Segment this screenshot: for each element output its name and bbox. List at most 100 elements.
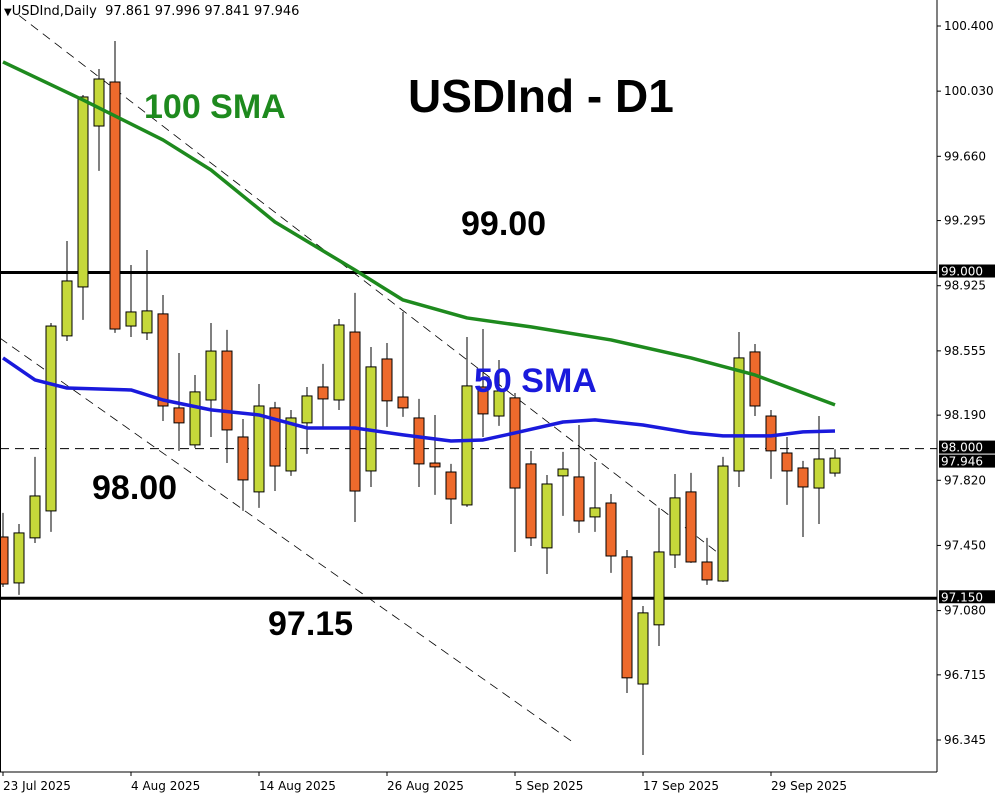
candle — [461, 336, 473, 507]
x-tick-label: 17 Sep 2025 — [643, 779, 719, 793]
candle-body — [525, 463, 537, 539]
candle-body — [237, 436, 249, 481]
candle — [429, 414, 441, 495]
candle-body — [509, 397, 521, 489]
candle — [733, 332, 745, 487]
candle — [509, 392, 521, 552]
y-tick-label: 98.190 — [944, 408, 986, 422]
candle — [477, 329, 489, 437]
candle-body — [397, 396, 409, 409]
symbol-label: USDInd,Daily — [11, 4, 97, 19]
candle-body — [781, 452, 793, 472]
candle-body — [413, 417, 425, 465]
chart-title: USDInd - D1 — [408, 70, 674, 122]
time-axis — [0, 772, 1000, 800]
candle — [317, 363, 329, 427]
candle-body — [0, 536, 9, 585]
candle-body — [493, 390, 505, 417]
candle — [797, 460, 809, 537]
candle-body — [93, 78, 105, 127]
level-price-label-bg — [939, 590, 995, 604]
candle — [749, 343, 761, 417]
candle — [701, 537, 713, 585]
candle-body — [157, 313, 169, 407]
candle — [717, 456, 729, 582]
candle-body — [205, 350, 217, 401]
y-tick-label: 96.345 — [944, 733, 986, 747]
trendline — [18, 15, 719, 554]
candle — [93, 68, 105, 171]
candle-body — [637, 612, 649, 685]
candle-body — [285, 417, 297, 472]
candle — [637, 606, 649, 755]
candle — [413, 398, 425, 487]
candle-body — [381, 358, 393, 402]
y-tick-label: 97.820 — [944, 473, 986, 487]
candle-body — [621, 556, 633, 679]
candle — [365, 346, 377, 487]
candle-body — [141, 310, 153, 334]
candle-body — [173, 407, 185, 424]
y-tick-label: 97.080 — [944, 604, 986, 618]
candle-body — [301, 395, 313, 424]
current-price-label-bg — [939, 454, 995, 468]
chart-header: ▼USDInd,Daily 97.861 97.996 97.841 97.94… — [4, 4, 299, 19]
candle-body — [685, 491, 697, 563]
level-price-label-bg — [939, 264, 995, 278]
candle-body — [189, 391, 201, 446]
x-tick-label: 23 Jul 2025 — [3, 779, 71, 793]
candle — [605, 494, 617, 573]
price-axis — [937, 0, 1000, 800]
candle-body — [797, 467, 809, 488]
candle — [765, 410, 777, 479]
trendline — [0, 337, 573, 743]
candle — [445, 463, 457, 524]
x-tick-label: 26 Aug 2025 — [387, 779, 464, 793]
candle-body — [429, 462, 441, 468]
x-tick-label: 4 Aug 2025 — [131, 779, 200, 793]
candle — [397, 311, 409, 417]
candle — [573, 424, 585, 533]
candle — [237, 419, 249, 511]
candle-body — [61, 280, 73, 337]
candle-body — [125, 311, 137, 327]
y-tick-label: 98.555 — [944, 344, 986, 358]
level-9715-label: 97.15 — [268, 605, 353, 643]
y-tick-label: 100.030 — [944, 84, 994, 98]
candle-body — [829, 457, 841, 474]
candle — [141, 249, 153, 340]
candle-body — [13, 532, 25, 584]
candle — [541, 475, 553, 574]
level-price-label: 97.150 — [941, 590, 983, 604]
ohlc-readout: 97.861 97.996 97.841 97.946 — [105, 4, 300, 19]
candle — [77, 95, 89, 320]
candle — [525, 450, 537, 546]
y-tick-label: 99.660 — [944, 149, 986, 163]
candle-body — [269, 407, 281, 467]
candle — [333, 318, 345, 411]
candle — [589, 461, 601, 532]
candle — [205, 323, 217, 437]
candle — [29, 456, 41, 543]
candle-body — [477, 386, 489, 415]
sma50-line — [2, 356, 836, 443]
candle-body — [365, 366, 377, 472]
candle — [781, 436, 793, 505]
candle-body — [461, 385, 473, 506]
current-price-label: 97.946 — [941, 455, 983, 469]
y-tick-label: 97.450 — [944, 538, 986, 552]
candle — [109, 40, 121, 333]
triangle-down-icon[interactable]: ▼ — [4, 7, 12, 18]
candle-body — [733, 357, 745, 472]
level-99-label: 99.00 — [461, 205, 546, 243]
candle — [13, 523, 25, 595]
y-tick-label: 98.925 — [944, 279, 986, 293]
x-tick-label: 14 Aug 2025 — [259, 779, 336, 793]
candle — [221, 329, 233, 464]
candle-body — [333, 324, 345, 401]
candle-body — [349, 331, 361, 492]
candle — [621, 550, 633, 693]
candle-body — [45, 325, 57, 512]
x-tick-label: 29 Sep 2025 — [771, 779, 847, 793]
